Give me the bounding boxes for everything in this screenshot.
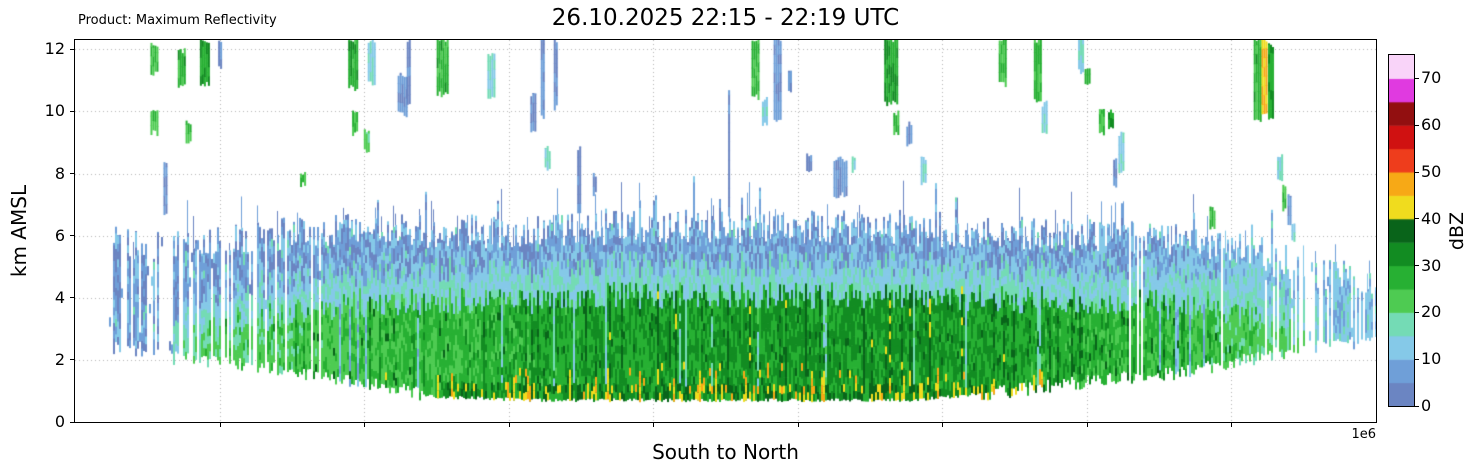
plot-area <box>74 39 1377 423</box>
reflectivity-heatmap-canvas <box>75 40 1376 422</box>
colorbar-tick-label: 50 <box>1421 162 1442 181</box>
colorbar-tick-label: 0 <box>1421 396 1432 415</box>
x-tick-mark <box>508 422 510 427</box>
y-tick-label: 2 <box>54 349 65 369</box>
y-tick-mark <box>70 235 75 237</box>
colorbar-tick-label: 10 <box>1421 349 1442 369</box>
x-tick-mark <box>942 422 944 427</box>
colorbar-tick-label: 60 <box>1421 115 1442 135</box>
colorbar-tick-label: 30 <box>1421 255 1442 275</box>
x-tick-mark <box>219 422 221 427</box>
x-tick-mark <box>797 422 799 427</box>
colorbar-tick-label: 40 <box>1421 208 1442 228</box>
colorbar-tick-mark <box>1414 124 1419 126</box>
colorbar-tick-mark <box>1414 218 1419 220</box>
y-tick-mark <box>70 173 75 175</box>
y-tick-label: 0 <box>54 412 65 431</box>
colorbar-label: dBZ <box>1446 211 1468 251</box>
x-tick-mark <box>653 422 655 427</box>
colorbar-tick-mark <box>1414 171 1419 173</box>
x-axis-label: South to North <box>652 440 799 464</box>
colorbar-gradient-canvas <box>1389 55 1414 406</box>
y-tick-label: 12 <box>44 39 65 59</box>
colorbar-tick-mark <box>1414 311 1419 313</box>
y-tick-mark <box>70 359 75 361</box>
y-tick-label: 8 <box>54 163 65 183</box>
chart-title: 26.10.2025 22:15 - 22:19 UTC <box>551 5 900 31</box>
y-tick-mark <box>70 48 75 50</box>
y-tick-label: 10 <box>44 101 65 121</box>
y-tick-mark <box>70 421 75 423</box>
y-tick-label: 6 <box>54 225 65 245</box>
x-tick-mark <box>1086 422 1088 427</box>
colorbar-tick-label: 20 <box>1421 302 1442 322</box>
x-tick-mark <box>364 422 366 427</box>
product-label: Product: Maximum Reflectivity <box>78 13 277 28</box>
x-tick-mark <box>1231 422 1233 427</box>
x-axis-offset-label: 1e6 <box>1351 427 1376 442</box>
colorbar-tick-mark <box>1414 358 1419 360</box>
colorbar <box>1388 54 1415 407</box>
y-tick-mark <box>70 110 75 112</box>
colorbar-tick-mark <box>1414 77 1419 79</box>
colorbar-tick-mark <box>1414 405 1419 407</box>
colorbar-tick-mark <box>1414 265 1419 267</box>
y-tick-label: 4 <box>54 287 65 307</box>
y-tick-mark <box>70 297 75 299</box>
colorbar-tick-label: 70 <box>1421 68 1442 88</box>
